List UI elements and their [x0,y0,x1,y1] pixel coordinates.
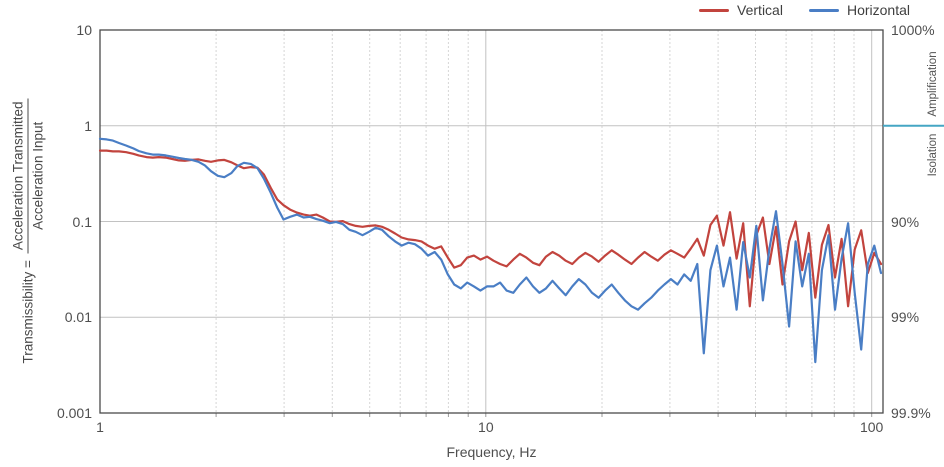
y-axis-tick-label: 0.1 [72,213,92,230]
chart-legend: Vertical Horizontal [699,2,910,18]
y-axis-title: Transmissibility = Acceleration Transmit… [10,98,46,364]
legend-item-horizontal: Horizontal [808,2,910,18]
plot-frame [99,29,884,414]
horizontal-series-swatch [808,8,839,12]
x-axis-tick-label: 100 [859,419,884,435]
fraction-numerator: Acceleration Transmitted [10,98,29,254]
right-axis-tick-label: 99% [891,309,920,326]
right-axis-tick-label: 1000% [891,22,935,38]
legend-label-vertical: Vertical [737,2,783,18]
right-axis-tick-label: 99.9% [891,405,931,421]
series-vertical-line [98,149,883,308]
amplification-label: Amplification [927,51,939,117]
x-axis-tick-label: 1 [96,419,104,435]
series-horizontal-line [98,137,883,364]
y-axis-title-fraction: Acceleration Transmitted Acceleration In… [10,98,46,254]
x-axis-tick-label: 10 [478,419,494,435]
right-axis-tick-label: 90% [891,213,920,230]
y-axis-tick-label: 10 [76,22,92,38]
fraction-denominator: Acceleration Input [30,121,46,230]
isolation-label: Isolation [927,133,939,177]
y-axis-tick-label: 0.01 [64,309,92,326]
legend-item-vertical: Vertical [699,2,783,18]
y-axis-tick-label: 1 [84,117,92,134]
x-axis-title: Frequency, Hz [446,444,537,460]
y-axis-title-prefix: Transmissibility = [20,260,36,364]
legend-label-horizontal: Horizontal [846,2,910,18]
vertical-series-swatch [699,8,730,12]
y-axis-tick-label: 0.001 [56,405,92,421]
